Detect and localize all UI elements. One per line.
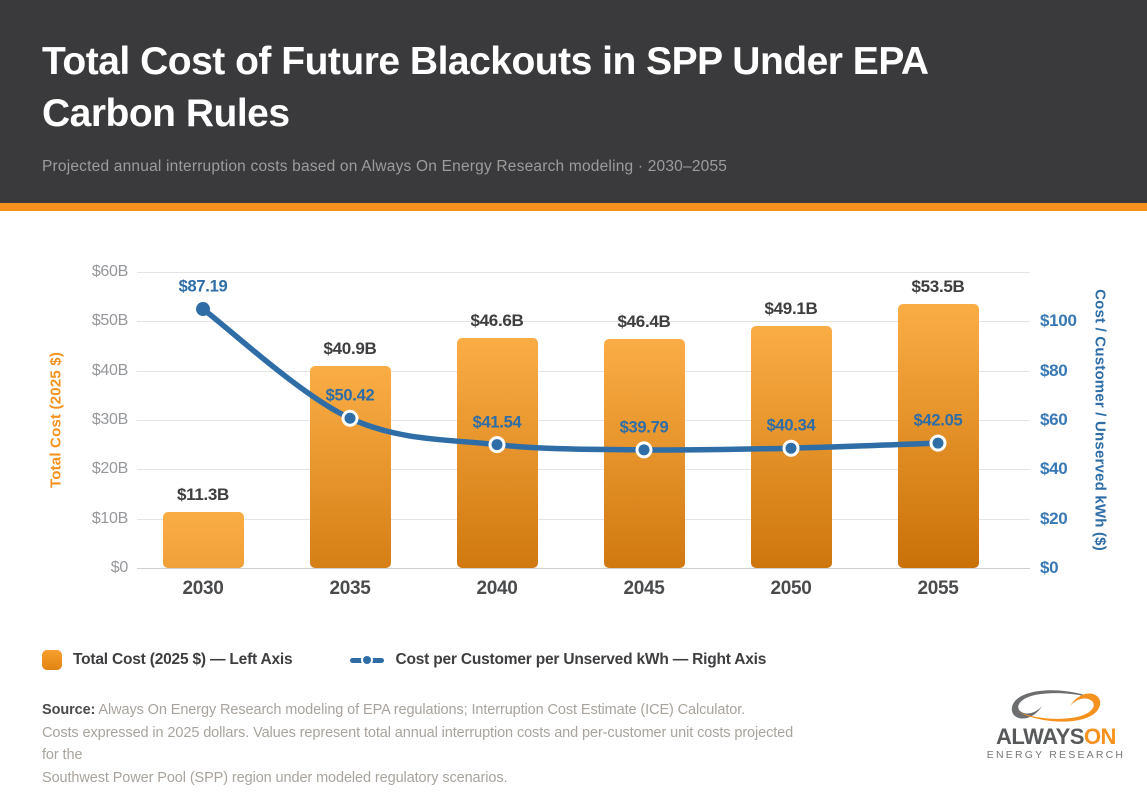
title-line-1: Total Cost of Future Blackouts in SPP Un… [42,40,929,83]
left-tick-0: $0 [110,559,129,576]
legend-bar-swatch [42,650,62,670]
x-axis-label-2030: 2030 [182,578,224,599]
bar-value-label-2040: $46.6B [470,311,524,331]
logo-wordmark: ALWAYSON [985,726,1127,748]
source-line-3: Southwest Power Pool (SPP) region under … [42,769,508,786]
right-tick-40: $40 [1040,459,1068,479]
x-axis-label-2035: 2035 [329,578,371,599]
x-axis-label-2045: 2045 [623,578,665,599]
line-value-label-2050: $40.34 [766,416,816,435]
line-value-label-2040: $41.54 [472,413,522,432]
legend-item-cost-per-customer[interactable]: Cost per Customer per Unserved kWh — Rig… [350,651,766,669]
header: Total Cost of Future Blackouts in SPP Un… [0,0,1147,203]
gridline-40B [137,370,1030,372]
line-value-label-2030: $87.19 [178,277,228,296]
bar-value-label-2035: $40.9B [323,339,377,359]
legend-bar-label: Total Cost (2025 $) — Left Axis [73,651,293,668]
bar-value-label-2055: $53.5B [911,277,965,297]
left-tick-50B: $50B [91,312,128,330]
right-tick-20: $20 [1040,508,1068,528]
x-axis-label-2055: 2055 [917,578,959,599]
gridline-60B [137,272,1030,273]
gridline-20B [137,469,1030,471]
source-note: Source: Always On Energy Research modeli… [42,699,812,789]
logo-word-always: ALWAYS [996,724,1084,749]
line-value-label-2035: $50.42 [325,386,375,405]
right-tick-100: $100 [1040,311,1077,331]
bar-2055[interactable] [897,304,979,568]
left-tick-20B: $20B [91,460,128,478]
legend-line-dot [361,654,374,666]
page-subtitle: Projected annual interruption costs base… [42,158,728,175]
legend-line-marker [350,653,385,667]
source-line-1: Source: Always On Energy Research modeli… [42,699,812,722]
gridline-0 [137,568,1030,569]
right-axis-title: Cost / Customer / Unserved kWh ($) [1091,289,1109,551]
x-axis-label-2040: 2040 [476,578,518,599]
logo-tagline: ENERGY RESEARCH [986,749,1126,761]
accent-divider [0,203,1147,211]
always-on-logo: ALWAYSON ENERGY RESEARCH [985,688,1127,761]
line-value-label-2045: $39.79 [619,418,669,437]
line-point-2030[interactable] [196,302,210,317]
right-tick-80: $80 [1040,360,1068,380]
chart-plot-area: $0 $10B $20B $30B $40B $50B $60B $0 $20 $40 $60 $80… [0,211,1147,630]
page-title: Total Cost of Future Blackouts in SPP Un… [42,36,1105,140]
left-tick-30B: $30B [91,411,128,428]
right-tick-0: $0 [1040,558,1059,577]
left-tick-10B: $10B [91,509,128,527]
bar-value-label-2050: $49.1B [764,298,818,318]
source-label: Source: [42,702,96,718]
logo-word-on: ON [1083,724,1117,749]
legend-line-label: Cost per Customer per Unserved kWh — Rig… [395,651,767,668]
chart-legend: Total Cost (2025 $) — Left Axis Cost per… [42,650,766,670]
legend-item-total-cost[interactable]: Total Cost (2025 $) — Left Axis [42,650,293,670]
logo-swoosh-icon [1011,690,1101,722]
left-axis-title: Total Cost (2025 $) [47,351,65,489]
gridline-10B [137,518,1030,520]
bar-2045[interactable] [603,339,685,568]
source-line-2: Costs expressed in 2025 dollars. Values … [42,724,794,764]
title-line-2: Carbon Rules [42,92,290,135]
bar-value-label-2030: $11.3B [176,485,230,505]
right-tick-60: $60 [1040,410,1068,429]
left-tick-40B: $40B [91,361,128,379]
source-line-1-text: Always On Energy Research modeling of EP… [95,702,746,718]
bar-2030[interactable] [162,512,244,568]
line-value-label-2055: $42.05 [913,411,963,430]
bar-2040[interactable] [456,338,538,568]
left-tick-60B: $60B [91,263,128,280]
bar-2050[interactable] [750,325,832,568]
x-axis-label-2050: 2050 [770,578,812,599]
bar-value-label-2045: $46.4B [617,312,671,332]
